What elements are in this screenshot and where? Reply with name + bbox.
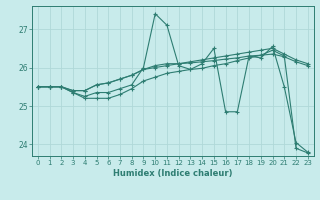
- X-axis label: Humidex (Indice chaleur): Humidex (Indice chaleur): [113, 169, 233, 178]
